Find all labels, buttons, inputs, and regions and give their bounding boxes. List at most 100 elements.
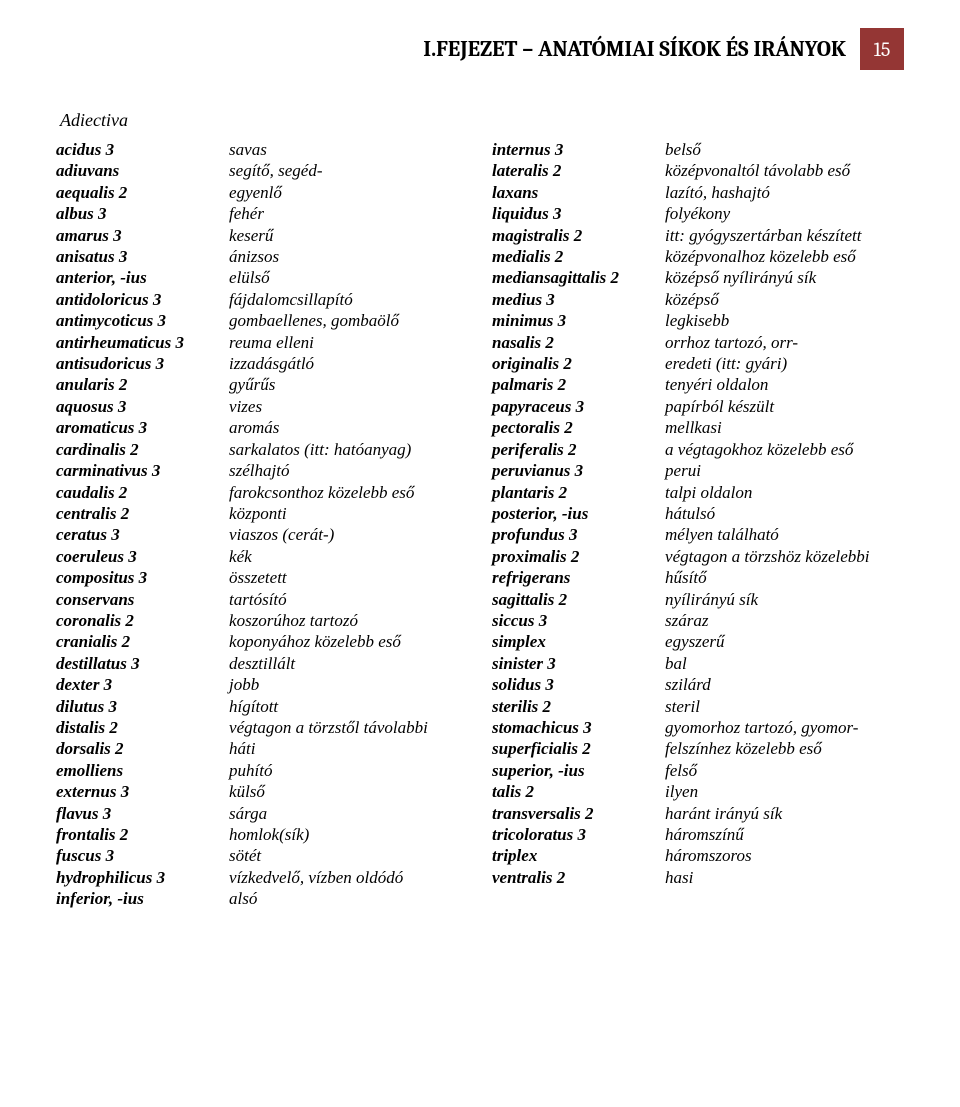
glossary-definition: papírból készült [665, 396, 904, 417]
glossary-entry: conservanstartósító [56, 589, 468, 610]
glossary-definition: koponyához közelebb eső [229, 631, 468, 652]
glossary-term: dexter 3 [56, 674, 229, 695]
glossary-term: hydrophilicus 3 [56, 867, 229, 888]
glossary-term: refrigerans [492, 567, 665, 588]
glossary-column-right: internus 3belsőlateralis 2középvonaltól … [492, 139, 904, 910]
glossary-term: centralis 2 [56, 503, 229, 524]
glossary-term: stomachicus 3 [492, 717, 665, 738]
glossary-definition: elülső [229, 267, 468, 288]
glossary-entry: mediansagittalis 2középső nyílirányú sík [492, 267, 904, 288]
glossary-entry: medialis 2középvonalhoz közelebb eső [492, 246, 904, 267]
glossary-definition: legkisebb [665, 310, 904, 331]
glossary-entry: ceratus 3viaszos (cerát-) [56, 524, 468, 545]
glossary-term: amarus 3 [56, 225, 229, 246]
glossary-entry: adiuvanssegítő, segéd- [56, 160, 468, 181]
glossary-definition: aromás [229, 417, 468, 438]
glossary-term: periferalis 2 [492, 439, 665, 460]
glossary-definition: gyűrűs [229, 374, 468, 395]
glossary-definition: orrhoz tartozó, orr- [665, 332, 904, 353]
glossary-entry: palmaris 2tenyéri oldalon [492, 374, 904, 395]
glossary-definition: lazító, hashajtó [665, 182, 904, 203]
glossary-entry: aromaticus 3aromás [56, 417, 468, 438]
glossary-definition: vizes [229, 396, 468, 417]
glossary-term: peruvianus 3 [492, 460, 665, 481]
glossary-term: ventralis 2 [492, 867, 665, 888]
glossary-entry: posterior, -iushátulsó [492, 503, 904, 524]
glossary-entry: liquidus 3folyékony [492, 203, 904, 224]
glossary-entry: acidus 3savas [56, 139, 468, 160]
glossary-term: compositus 3 [56, 567, 229, 588]
glossary-entry: talis 2ilyen [492, 781, 904, 802]
glossary-term: talis 2 [492, 781, 665, 802]
glossary-term: superficialis 2 [492, 738, 665, 759]
glossary-definition: sötét [229, 845, 468, 866]
glossary-definition: háromszoros [665, 845, 904, 866]
glossary-term: antidoloricus 3 [56, 289, 229, 310]
glossary-entry: compositus 3összetett [56, 567, 468, 588]
glossary-term: liquidus 3 [492, 203, 665, 224]
glossary-term: destillatus 3 [56, 653, 229, 674]
glossary-definition: keserű [229, 225, 468, 246]
glossary-term: papyraceus 3 [492, 396, 665, 417]
glossary-term: tricoloratus 3 [492, 824, 665, 845]
glossary-term: aromaticus 3 [56, 417, 229, 438]
glossary-definition: ilyen [665, 781, 904, 802]
glossary-term: antirheumaticus 3 [56, 332, 229, 353]
glossary-definition: fájdalomcsillapító [229, 289, 468, 310]
glossary-definition: végtagon a törzshöz közelebbi [665, 546, 904, 567]
chapter-title: I.FEJEZET – ANATÓMIAI SÍKOK ÉS IRÁNYOK [423, 28, 860, 70]
glossary-definition: izzadásgátló [229, 353, 468, 374]
glossary-entry: hydrophilicus 3vízkedvelő, vízben oldódó [56, 867, 468, 888]
glossary-entry: sinister 3bal [492, 653, 904, 674]
glossary-entry: antidoloricus 3fájdalomcsillapító [56, 289, 468, 310]
glossary-entry: stomachicus 3gyomorhoz tartozó, gyomor- [492, 717, 904, 738]
glossary-entry: antirheumaticus 3reuma elleni [56, 332, 468, 353]
glossary-definition: középső nyílirányú sík [665, 267, 904, 288]
glossary-entry: solidus 3szilárd [492, 674, 904, 695]
glossary-entry: nasalis 2orrhoz tartozó, orr- [492, 332, 904, 353]
glossary-entry: simplexegyszerű [492, 631, 904, 652]
glossary-entry: flavus 3sárga [56, 803, 468, 824]
glossary-definition: egyszerű [665, 631, 904, 652]
glossary-term: magistralis 2 [492, 225, 665, 246]
glossary-definition: középső [665, 289, 904, 310]
glossary-entry: dorsalis 2háti [56, 738, 468, 759]
glossary-definition: steril [665, 696, 904, 717]
glossary-entry: dexter 3jobb [56, 674, 468, 695]
glossary-entry: cranialis 2koponyához közelebb eső [56, 631, 468, 652]
glossary-definition: mellkasi [665, 417, 904, 438]
glossary-entry: anisatus 3ánizsos [56, 246, 468, 267]
glossary-definition: desztillált [229, 653, 468, 674]
glossary-entry: antimycoticus 3gombaellenes, gombaölő [56, 310, 468, 331]
page-header: I.FEJEZET – ANATÓMIAI SÍKOK ÉS IRÁNYOK 1… [56, 28, 904, 70]
glossary-definition: viaszos (cerát-) [229, 524, 468, 545]
glossary-term: mediansagittalis 2 [492, 267, 665, 288]
glossary-entry: laxanslazító, hashajtó [492, 182, 904, 203]
glossary-term: coeruleus 3 [56, 546, 229, 567]
glossary-entry: antisudoricus 3izzadásgátló [56, 353, 468, 374]
glossary-entry: dilutus 3hígított [56, 696, 468, 717]
glossary-term: caudalis 2 [56, 482, 229, 503]
glossary-definition: itt: gyógyszertárban készített [665, 225, 904, 246]
glossary-entry: aquosus 3vizes [56, 396, 468, 417]
glossary-definition: haránt irányú sík [665, 803, 904, 824]
glossary-term: medialis 2 [492, 246, 665, 267]
glossary-entry: sagittalis 2nyílirányú sík [492, 589, 904, 610]
glossary-definition: középvonalhoz közelebb eső [665, 246, 904, 267]
glossary-entry: medius 3középső [492, 289, 904, 310]
glossary-term: aquosus 3 [56, 396, 229, 417]
glossary-entry: distalis 2végtagon a törzstől távolabbi [56, 717, 468, 738]
glossary-definition: fehér [229, 203, 468, 224]
glossary-definition: felső [665, 760, 904, 781]
glossary-term: cranialis 2 [56, 631, 229, 652]
glossary-definition: hűsítő [665, 567, 904, 588]
glossary-definition: eredeti (itt: gyári) [665, 353, 904, 374]
glossary-definition: belső [665, 139, 904, 160]
glossary-entry: destillatus 3desztillált [56, 653, 468, 674]
glossary-definition: hígított [229, 696, 468, 717]
glossary-term: pectoralis 2 [492, 417, 665, 438]
glossary-term: adiuvans [56, 160, 229, 181]
glossary-definition: felszínhez közelebb eső [665, 738, 904, 759]
glossary-definition: szélhajtó [229, 460, 468, 481]
glossary-term: acidus 3 [56, 139, 229, 160]
